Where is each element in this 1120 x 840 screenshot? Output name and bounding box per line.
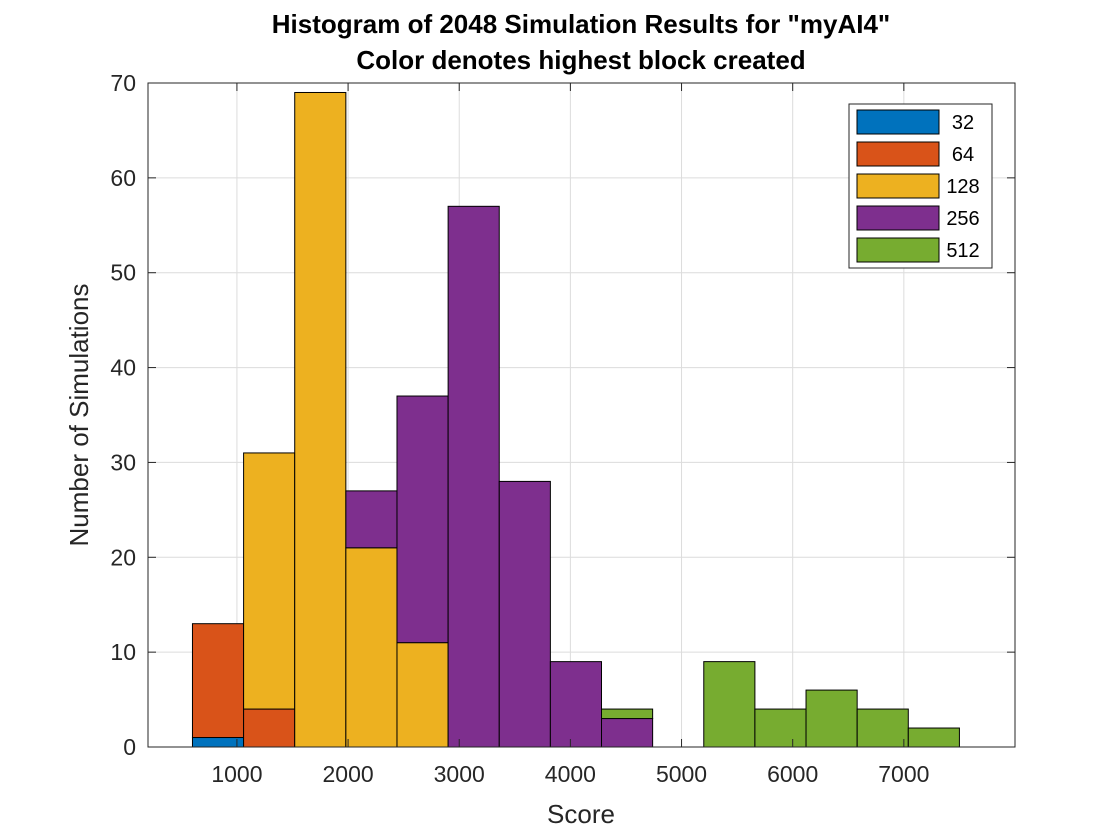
- bar-512-bin-14: [907, 727, 960, 748]
- legend-swatch-32: [856, 109, 940, 135]
- legend-label-512: 512: [946, 240, 979, 262]
- bar-512-bin-13: [856, 708, 909, 748]
- x-tick-label: 3000: [434, 761, 485, 787]
- bar-64-bin-1: [243, 708, 296, 748]
- y-tick-label: 60: [110, 165, 136, 191]
- y-tick-label: 0: [123, 734, 136, 760]
- axis-ticks: 1000 2000 3000 4000 5000 6000 7000 0 10 20 30 40 50 6…: [110, 70, 1015, 787]
- y-tick-label: 40: [110, 355, 136, 381]
- legend-label-64: 64: [952, 144, 974, 166]
- x-tick-label: 2000: [322, 761, 373, 787]
- bar-512-bin-8: [601, 708, 654, 720]
- x-tick-label: 4000: [545, 761, 596, 787]
- y-tick-label: 10: [110, 639, 136, 665]
- bar-32-bin-0: [191, 737, 245, 748]
- bar-64-bin-0: [191, 623, 245, 739]
- x-tick-label: 7000: [878, 761, 929, 787]
- legend: 32 64 128 256 512: [848, 103, 993, 269]
- legend-swatch-256: [856, 205, 940, 231]
- legend-label-128: 128: [946, 176, 979, 198]
- bar-256-bin-8: [601, 718, 654, 748]
- y-tick-label: 20: [110, 544, 136, 570]
- y-tick-label: 30: [110, 449, 136, 475]
- legend-label-256: 256: [946, 208, 979, 230]
- bar-128-bin-4: [396, 642, 449, 748]
- bar-512-bin-11: [754, 708, 807, 748]
- chart-title: Histogram of 2048 Simulation Results for…: [272, 9, 890, 39]
- bar-256-bin-7: [549, 661, 603, 748]
- histogram-bars: [191, 91, 960, 748]
- bar-512-bin-10: [703, 661, 756, 748]
- x-tick-label: 1000: [211, 761, 262, 787]
- bar-128-bin-2: [294, 91, 347, 748]
- bar-256-bin-4: [396, 395, 449, 644]
- legend-label-32: 32: [952, 112, 974, 134]
- chart-subtitle: Color denotes highest block created: [356, 45, 805, 75]
- legend-swatch-128: [856, 173, 940, 199]
- x-tick-label: 5000: [656, 761, 707, 787]
- bar-256-bin-6: [498, 480, 551, 748]
- y-axis-label: Number of Simulations: [64, 284, 94, 547]
- bar-128-bin-1: [243, 452, 296, 710]
- x-axis-label: Score: [547, 799, 615, 829]
- plot-frame: [147, 82, 1016, 748]
- bar-128-bin-3: [345, 547, 398, 748]
- bar-256-bin-3: [345, 490, 398, 549]
- x-tick-label: 6000: [767, 761, 818, 787]
- y-tick-label: 70: [110, 70, 136, 96]
- bar-512-bin-12: [805, 689, 858, 748]
- legend-swatch-64: [856, 141, 940, 167]
- y-tick-label: 50: [110, 260, 136, 286]
- bar-256-bin-5: [447, 205, 500, 748]
- legend-swatch-512: [856, 237, 940, 263]
